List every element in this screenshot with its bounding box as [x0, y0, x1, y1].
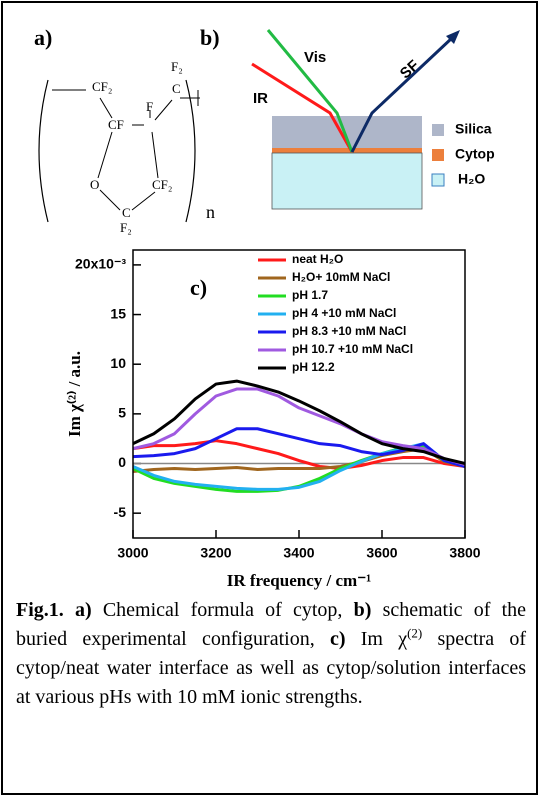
atom-group: C [122, 205, 131, 220]
atom-group: O [90, 177, 99, 192]
x-tick-label: 3200 [200, 545, 231, 561]
x-tick-label: 3600 [366, 545, 397, 561]
y-tick-label: 10 [110, 355, 126, 371]
x-tick-label: 3800 [449, 545, 480, 561]
beam-label: IR [253, 90, 268, 107]
y-tick-label: 15 [110, 305, 126, 321]
cytop-layer [272, 148, 422, 153]
plot-frame [132, 249, 466, 539]
legend-label: pH 10.7 +10 mM NaCl [292, 342, 413, 356]
legend-swatch [432, 149, 444, 161]
caption-run: (2) [407, 625, 423, 641]
caption-run: Fig.1. [16, 599, 64, 621]
x-axis-label: IR frequency / cm⁻¹ [227, 571, 372, 590]
panel-a: a) CF₂ CF F F₂ C O CF₂ C F₂ n [34, 25, 215, 235]
caption-run: a) [74, 599, 92, 621]
legend-label: Silica [455, 121, 492, 137]
caption-run: schematic of the buried experimental con… [16, 599, 527, 650]
atom-group: CF₂ [92, 79, 112, 94]
beam-label: Vis [304, 49, 326, 66]
caption-run: b) [353, 599, 372, 621]
series-line [132, 387, 466, 466]
legend-label: neat H₂O [292, 252, 343, 266]
legend-swatch [431, 173, 445, 187]
atom-group: C [172, 81, 181, 96]
atom-group: CF [108, 117, 124, 132]
bonds [52, 89, 200, 211]
legend-label: pH 4 +10 mM NaCl [292, 306, 396, 320]
ir-beam [251, 62, 354, 153]
series-line [132, 439, 466, 470]
sf-beam [350, 36, 454, 153]
atom-group: F [146, 99, 153, 114]
x-tick-label: 3400 [283, 545, 314, 561]
legend-label: H₂O+ 10mM NaCl [292, 270, 390, 284]
chart: 20x10⁻³ 15 10 5 0 -5 3000 3200 3400 3600 3800 neat … [65, 249, 481, 590]
panel-label: a) [34, 25, 52, 50]
legend: Silica Cytop H₂O [431, 121, 495, 187]
caption-run: Chemical formula of cytop, [91, 599, 354, 621]
legend-label: Cytop [455, 146, 495, 162]
legend-swatch [432, 124, 444, 136]
atom-group: F₂ [120, 220, 132, 235]
bracket [38, 79, 49, 223]
legend-label: pH 12.2 [292, 360, 335, 374]
water-layer [271, 152, 423, 210]
beam-label: SF [397, 57, 423, 82]
y-axis-label: Im χ⁽²⁾ / a.u. [65, 351, 84, 437]
panel-label: b) [200, 25, 220, 50]
y-tick-label: 20x10⁻³ [75, 256, 126, 272]
caption: Fig.1. a) Chemical formula of cytop, b) … [16, 596, 526, 712]
vis-beam [266, 29, 354, 153]
caption-run: c) [329, 628, 346, 650]
caption-run: spectra of cytop/neat water interface as… [16, 628, 527, 708]
atom-group: CF₂ [152, 177, 172, 192]
arrowhead [446, 30, 460, 44]
y-tick-label: 0 [118, 454, 126, 470]
repeat-index: n [206, 202, 215, 222]
legend-label: pH 8.3 +10 mM NaCl [292, 324, 406, 338]
x-tick-label: 3000 [117, 545, 148, 561]
annotation: c) [190, 275, 207, 300]
panel-b: b) Vis IR SF Silica Cytop H₂O [200, 25, 495, 210]
y-tick-label: -5 [114, 504, 127, 520]
series-line [132, 379, 466, 465]
legend-label: pH 1.7 [292, 288, 328, 302]
atom-group: F₂ [171, 59, 183, 74]
y-tick-label: 5 [118, 405, 126, 421]
caption-run: Im χ [345, 628, 408, 650]
legend-label: H₂O [458, 171, 485, 187]
caption-run [64, 599, 75, 621]
bracket [185, 79, 196, 223]
